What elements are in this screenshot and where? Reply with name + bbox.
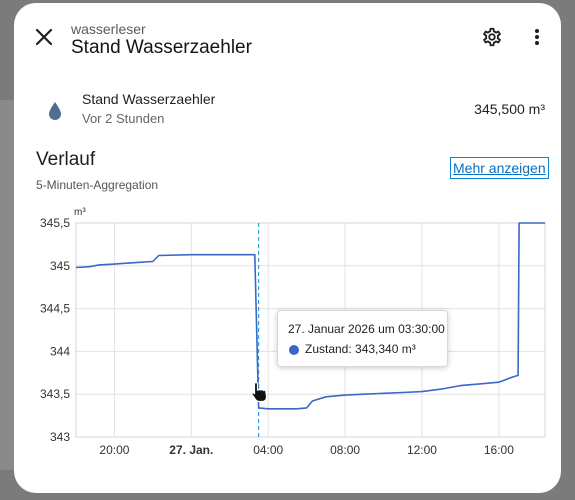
water-drop-icon [49, 102, 61, 120]
entity-last-changed: Vor 2 Stunden [82, 111, 165, 126]
tooltip-series-dot [289, 345, 299, 355]
more-vert-icon [535, 29, 539, 45]
y-tick-label: 343,5 [40, 387, 70, 401]
entity-value: 345,500 m³ [474, 101, 545, 117]
y-tick-label: 344,5 [40, 302, 70, 316]
history-aggregation: 5-Minuten-Aggregation [36, 178, 159, 192]
hand-pointer-icon [251, 381, 268, 403]
background-panel-edge [0, 100, 18, 470]
history-chart[interactable]: 345,5 345 344,5 344 343,5 343 m³ 20:00 27. Jan. 0… [14, 199, 561, 464]
more-options-button[interactable] [526, 23, 548, 51]
close-button[interactable] [28, 21, 60, 53]
tooltip-title: 27. Januar 2026 um 03:30:00 [288, 322, 445, 336]
x-tick-label: 04:00 [253, 443, 283, 457]
y-tick-label: 345 [50, 259, 70, 273]
series-line-zustand[interactable] [75, 222, 545, 410]
history-title: Verlauf [36, 149, 96, 170]
x-tick-label: 12:00 [407, 443, 437, 457]
gear-icon [483, 27, 501, 47]
show-more-link[interactable]: Mehr anzeigen [450, 157, 549, 179]
dialog-header: wasserleser Stand Wasserzaehler [14, 3, 561, 67]
x-tick-label: 08:00 [330, 443, 360, 457]
entity-name: Stand Wasserzaehler [82, 91, 216, 107]
entity-state-row[interactable]: Stand Wasserzaehler Vor 2 Stunden 345,50… [14, 87, 561, 135]
y-tick-label: 344 [50, 344, 70, 358]
y-axis-unit-label: m³ [74, 207, 86, 218]
tooltip-series-value: Zustand: 343,340 m³ [305, 342, 416, 356]
x-tick-label: 16:00 [484, 443, 514, 457]
dialog-subtitle: wasserleser [71, 21, 146, 37]
x-tick-label: 27. Jan. [169, 443, 213, 457]
x-tick-label: 20:00 [99, 443, 129, 457]
entity-dialog: wasserleser Stand Wasserzaehler Stand Wa… [14, 3, 561, 493]
y-tick-label: 345,5 [40, 216, 70, 230]
chart-tooltip: 27. Januar 2026 um 03:30:00 Zustand: 343… [277, 310, 448, 367]
y-tick-label: 343 [50, 430, 70, 444]
dialog-title: Stand Wasserzaehler [71, 37, 252, 58]
settings-button[interactable] [478, 23, 506, 51]
history-chart-svg[interactable]: 345,5 345 344,5 344 343,5 343 m³ 20:00 27. Jan. 0… [14, 199, 561, 464]
plot-area-frame [75, 222, 546, 438]
close-icon [35, 28, 53, 46]
